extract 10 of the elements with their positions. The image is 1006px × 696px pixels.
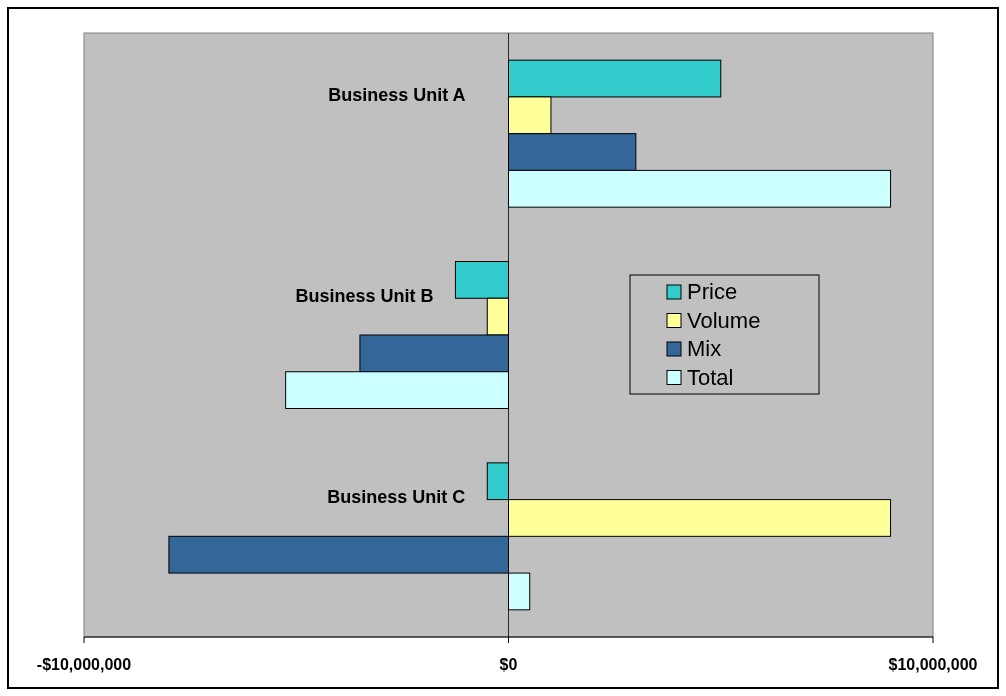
x-tick-label: $0 [499, 656, 518, 673]
legend-label: Total [687, 364, 734, 390]
legend-label: Mix [687, 336, 722, 361]
y-tick-label: Business Unit A [328, 84, 466, 105]
legend-label: Volume [687, 307, 761, 333]
x-tick-label: -$10,000,000 [36, 656, 132, 673]
legend-label: Price [687, 279, 738, 304]
y-tick-label: Business Unit B [295, 285, 434, 306]
y-tick-label: Business Unit C [327, 487, 466, 508]
x-tick-label: $10,000,000 [888, 656, 978, 673]
